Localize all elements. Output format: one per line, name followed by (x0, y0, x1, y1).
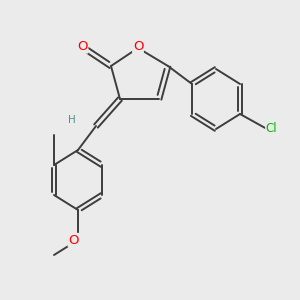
Text: O: O (77, 40, 88, 53)
Text: O: O (133, 40, 143, 53)
Text: O: O (68, 233, 79, 247)
Text: Cl: Cl (266, 122, 277, 136)
Text: H: H (68, 115, 76, 125)
